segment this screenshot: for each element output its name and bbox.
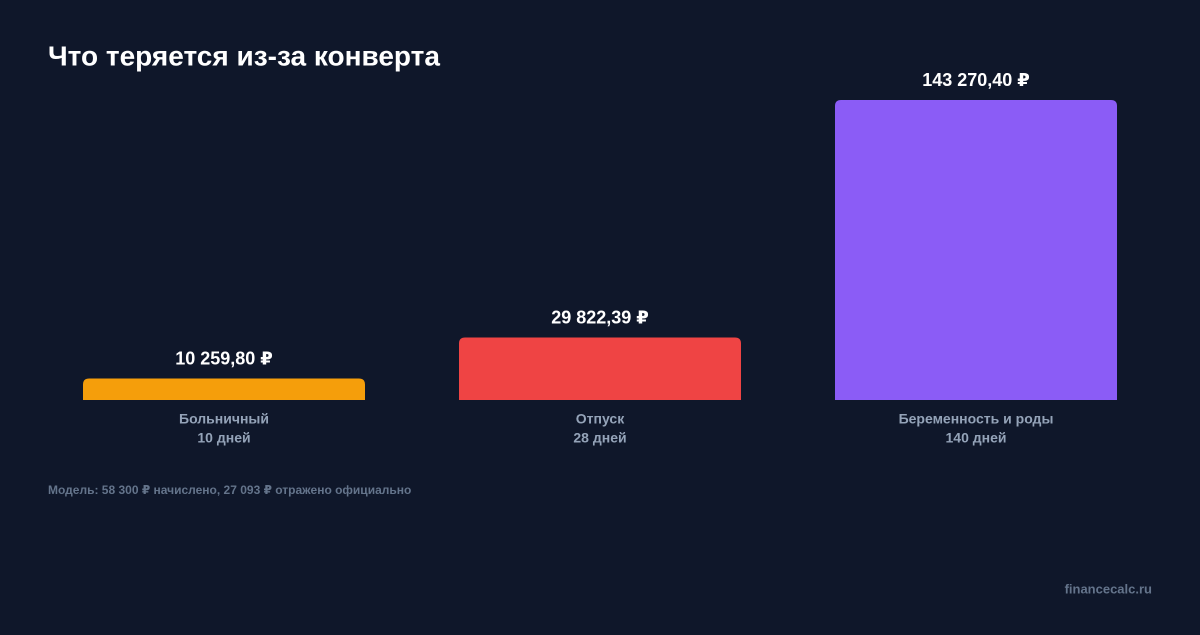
value-label: 143 270,40 ₽ [922,70,1030,90]
chart-title: Что теряется из-за конверта [48,40,440,71]
category-note: 28 дней [573,430,626,446]
bar [835,100,1117,400]
category-label: Больничный [179,411,269,427]
category-label: Беременность и роды [899,411,1054,427]
value-label: 10 259,80 ₽ [175,348,273,368]
value-label: 29 822,39 ₽ [551,307,649,327]
footnote: Модель: 58 300 ₽ начислено, 27 093 ₽ отр… [48,483,411,497]
bar [83,378,365,400]
bar [459,337,741,400]
watermark: financecalc.ru [1065,581,1152,596]
category-label: Отпуск [576,411,625,427]
category-note: 140 дней [946,430,1007,446]
category-note: 10 дней [197,430,250,446]
